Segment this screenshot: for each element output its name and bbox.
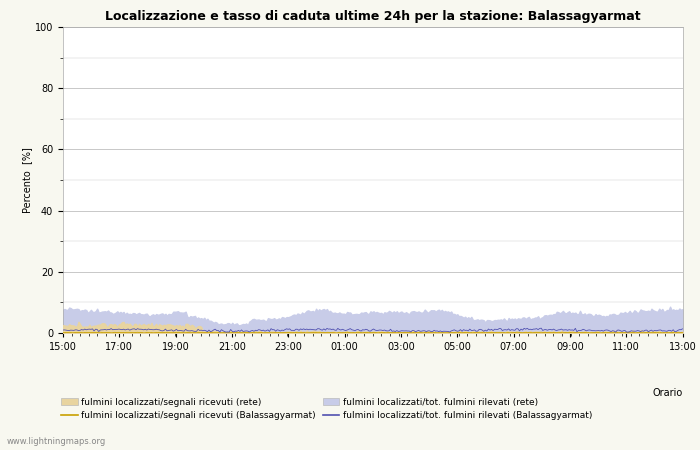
Text: Orario: Orario xyxy=(652,388,682,398)
Title: Localizzazione e tasso di caduta ultime 24h per la stazione: Balassagyarmat: Localizzazione e tasso di caduta ultime … xyxy=(105,10,640,23)
Y-axis label: Percento  [%]: Percento [%] xyxy=(22,147,32,213)
Text: www.lightningmaps.org: www.lightningmaps.org xyxy=(7,436,106,446)
Legend: fulmini localizzati/segnali ricevuti (rete), fulmini localizzati/segnali ricevut: fulmini localizzati/segnali ricevuti (re… xyxy=(62,398,592,420)
